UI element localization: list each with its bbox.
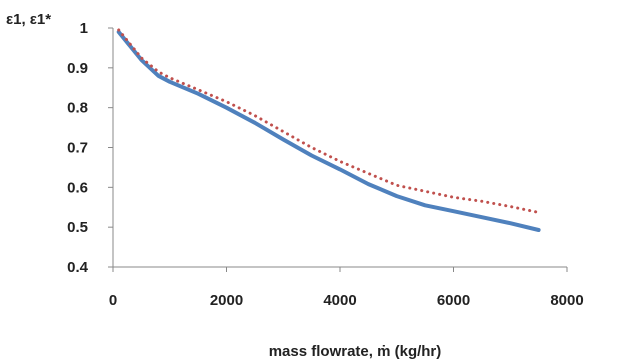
x-axis-ticks: 0 2000 4000 6000 8000 xyxy=(109,267,584,309)
y-axis-label: ε1, ε1* xyxy=(6,11,51,28)
x-tick-label: 6000 xyxy=(437,292,470,309)
x-axis-label: mass flowrate, ṁ (kg/hr) xyxy=(269,343,442,360)
y-tick-label: 0.8 xyxy=(67,100,88,117)
series-line-solid xyxy=(116,30,541,232)
x-tick-label: 4000 xyxy=(323,292,356,309)
y-axis-ticks: 0.4 0.5 0.6 0.7 0.8 0.9 1 xyxy=(67,20,113,276)
y-tick-label: 0.5 xyxy=(67,219,88,236)
series-line-dotted xyxy=(117,28,541,214)
x-tick-label: 0 xyxy=(109,292,117,309)
x-tick-label: 2000 xyxy=(210,292,243,309)
y-tick-label: 0.7 xyxy=(67,140,88,157)
y-tick-label: 0.4 xyxy=(67,259,89,276)
y-tick-label: 1 xyxy=(80,20,88,37)
series-layer xyxy=(116,28,541,232)
x-tick-label: 8000 xyxy=(550,292,583,309)
y-tick-label: 0.6 xyxy=(67,179,88,196)
y-tick-label: 0.9 xyxy=(67,60,88,77)
